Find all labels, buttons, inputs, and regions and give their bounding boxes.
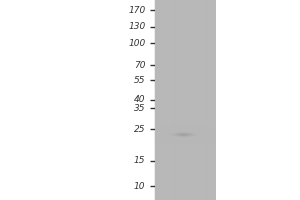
Text: 70: 70	[134, 61, 146, 70]
Bar	[154, 0, 216, 200]
Text: 35: 35	[134, 104, 146, 113]
Text: 170: 170	[128, 6, 146, 15]
Text: 40: 40	[134, 95, 146, 104]
Text: 10: 10	[134, 182, 146, 191]
Text: 25: 25	[134, 125, 146, 134]
Text: 15: 15	[134, 156, 146, 165]
Bar	[216, 0, 300, 200]
Text: 55: 55	[134, 76, 146, 85]
Text: 100: 100	[128, 39, 146, 48]
Text: 130: 130	[128, 22, 146, 31]
